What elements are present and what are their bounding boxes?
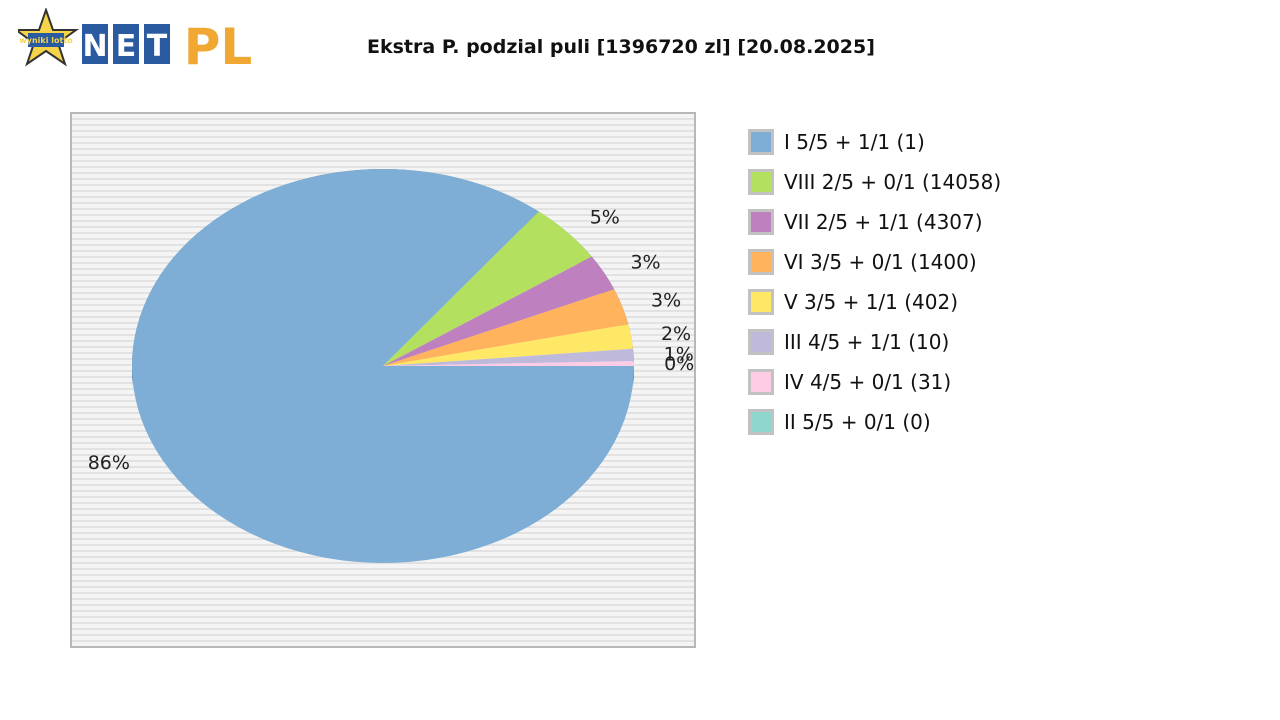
pie-slice[interactable] (383, 289, 629, 366)
legend-item: VIII 2/5 + 0/1 (14058) (748, 162, 1001, 202)
legend-swatch (748, 209, 774, 235)
legend-swatch (748, 289, 774, 315)
pie-slice[interactable] (383, 361, 634, 366)
legend-label: III 4/5 + 1/1 (10) (784, 330, 950, 354)
slice-label: 3% (651, 289, 681, 311)
legend-label: II 5/5 + 0/1 (0) (784, 410, 931, 434)
logo-letters-pl: PL (184, 18, 253, 72)
legend-label: VI 3/5 + 0/1 (1400) (784, 250, 977, 274)
legend-item: I 5/5 + 1/1 (1) (748, 122, 1001, 162)
logo-star-text: wyniki lotto (19, 36, 73, 45)
legend-swatch (748, 409, 774, 435)
legend-item: VII 2/5 + 1/1 (4307) (748, 202, 1001, 242)
slice-label: 86% (88, 452, 130, 474)
logo-letter-n: N (82, 29, 107, 64)
legend-swatch (748, 129, 774, 155)
slice-label: 3% (630, 251, 660, 273)
pie-slice[interactable] (383, 211, 592, 366)
logo-letter-t: T (147, 29, 168, 64)
legend-label: VII 2/5 + 1/1 (4307) (784, 210, 983, 234)
chart-title: Ekstra P. podzial puli [1396720 zl] [20.… (367, 36, 875, 58)
legend: I 5/5 + 1/1 (1) VIII 2/5 + 0/1 (14058) VII… (748, 122, 1001, 442)
logo-letter-e: E (116, 29, 137, 64)
legend-label: IV 4/5 + 0/1 (31) (784, 370, 952, 394)
legend-item: II 5/5 + 0/1 (0) (748, 402, 1001, 442)
legend-item: VI 3/5 + 0/1 (1400) (748, 242, 1001, 282)
netpl-logo: wyniki lotto N E T PL (18, 8, 253, 72)
slice-label: 2% (661, 323, 691, 345)
pie-slice[interactable] (383, 348, 634, 366)
legend-item: III 4/5 + 1/1 (10) (748, 322, 1001, 362)
legend-item: V 3/5 + 1/1 (402) (748, 282, 1001, 322)
legend-label: V 3/5 + 1/1 (402) (784, 290, 959, 314)
slice-label: 0% (664, 353, 694, 375)
slice-label: 5% (590, 206, 620, 228)
pie-slice[interactable] (383, 324, 634, 366)
legend-swatch (748, 169, 774, 195)
pie-slice[interactable] (132, 169, 634, 563)
legend-swatch (748, 249, 774, 275)
legend-item: IV 4/5 + 0/1 (31) (748, 362, 1001, 402)
legend-label: I 5/5 + 1/1 (1) (784, 130, 925, 154)
legend-swatch (748, 369, 774, 395)
legend-label: VIII 2/5 + 0/1 (14058) (784, 170, 1002, 194)
slice-label: 1% (664, 344, 694, 366)
legend-swatch (748, 329, 774, 355)
pie-slice[interactable] (383, 256, 615, 366)
